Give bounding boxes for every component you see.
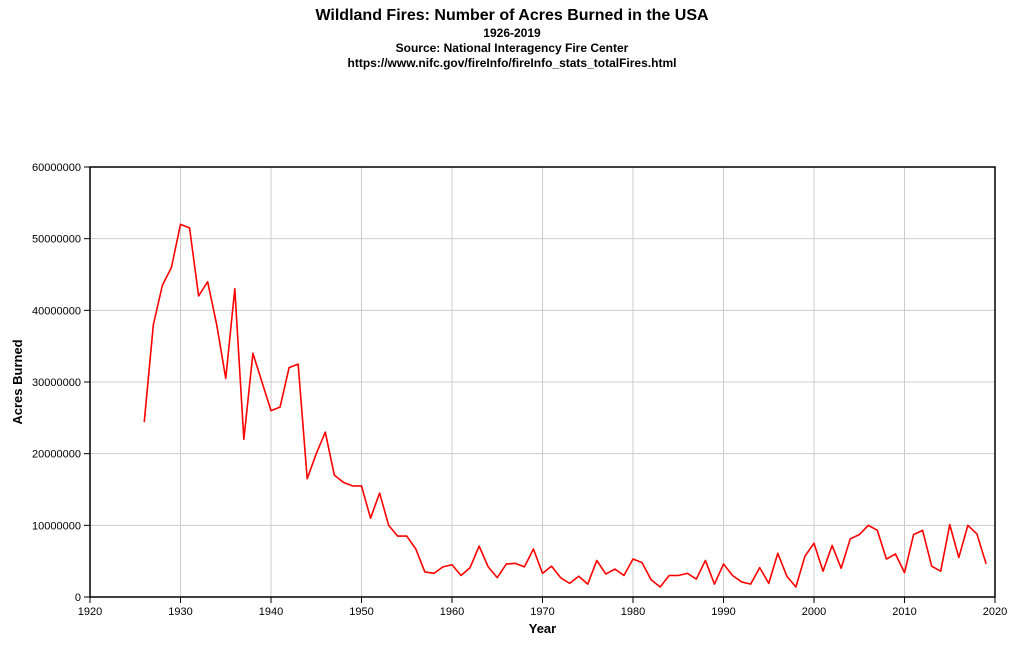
svg-text:2010: 2010 bbox=[892, 606, 916, 618]
svg-text:60000000: 60000000 bbox=[32, 162, 81, 174]
svg-text:1990: 1990 bbox=[711, 606, 735, 618]
svg-text:40000000: 40000000 bbox=[32, 305, 81, 317]
svg-text:1960: 1960 bbox=[440, 606, 464, 618]
svg-text:1940: 1940 bbox=[259, 606, 283, 618]
chart-titles: Wildland Fires: Number of Acres Burned i… bbox=[0, 0, 1024, 71]
svg-text:0: 0 bbox=[75, 592, 81, 604]
chart-subtitle-2: Source: National Interagency Fire Center bbox=[0, 41, 1024, 56]
svg-text:1920: 1920 bbox=[78, 606, 102, 618]
svg-text:50000000: 50000000 bbox=[32, 234, 81, 246]
svg-text:1970: 1970 bbox=[530, 606, 554, 618]
svg-text:10000000: 10000000 bbox=[32, 520, 81, 532]
x-axis-label: Year bbox=[529, 621, 556, 636]
chart-title: Wildland Fires: Number of Acres Burned i… bbox=[0, 6, 1024, 26]
svg-text:20000000: 20000000 bbox=[32, 449, 81, 461]
svg-text:2020: 2020 bbox=[983, 606, 1007, 618]
chart-subtitle-1: 1926-2019 bbox=[0, 26, 1024, 41]
chart-subtitle-3: https://www.nifc.gov/fireInfo/fireInfo_s… bbox=[0, 56, 1024, 71]
svg-text:2000: 2000 bbox=[802, 606, 826, 618]
y-axis-label: Acres Burned bbox=[10, 339, 25, 424]
svg-text:1980: 1980 bbox=[621, 606, 645, 618]
svg-text:1950: 1950 bbox=[349, 606, 373, 618]
svg-text:30000000: 30000000 bbox=[32, 377, 81, 389]
svg-text:1930: 1930 bbox=[168, 606, 192, 618]
chart-container: Wildland Fires: Number of Acres Burned i… bbox=[0, 0, 1024, 576]
chart-svg: 1920 1930 1940 1950 1960 1970 1980 1990 2000 2010… bbox=[0, 71, 1024, 647]
